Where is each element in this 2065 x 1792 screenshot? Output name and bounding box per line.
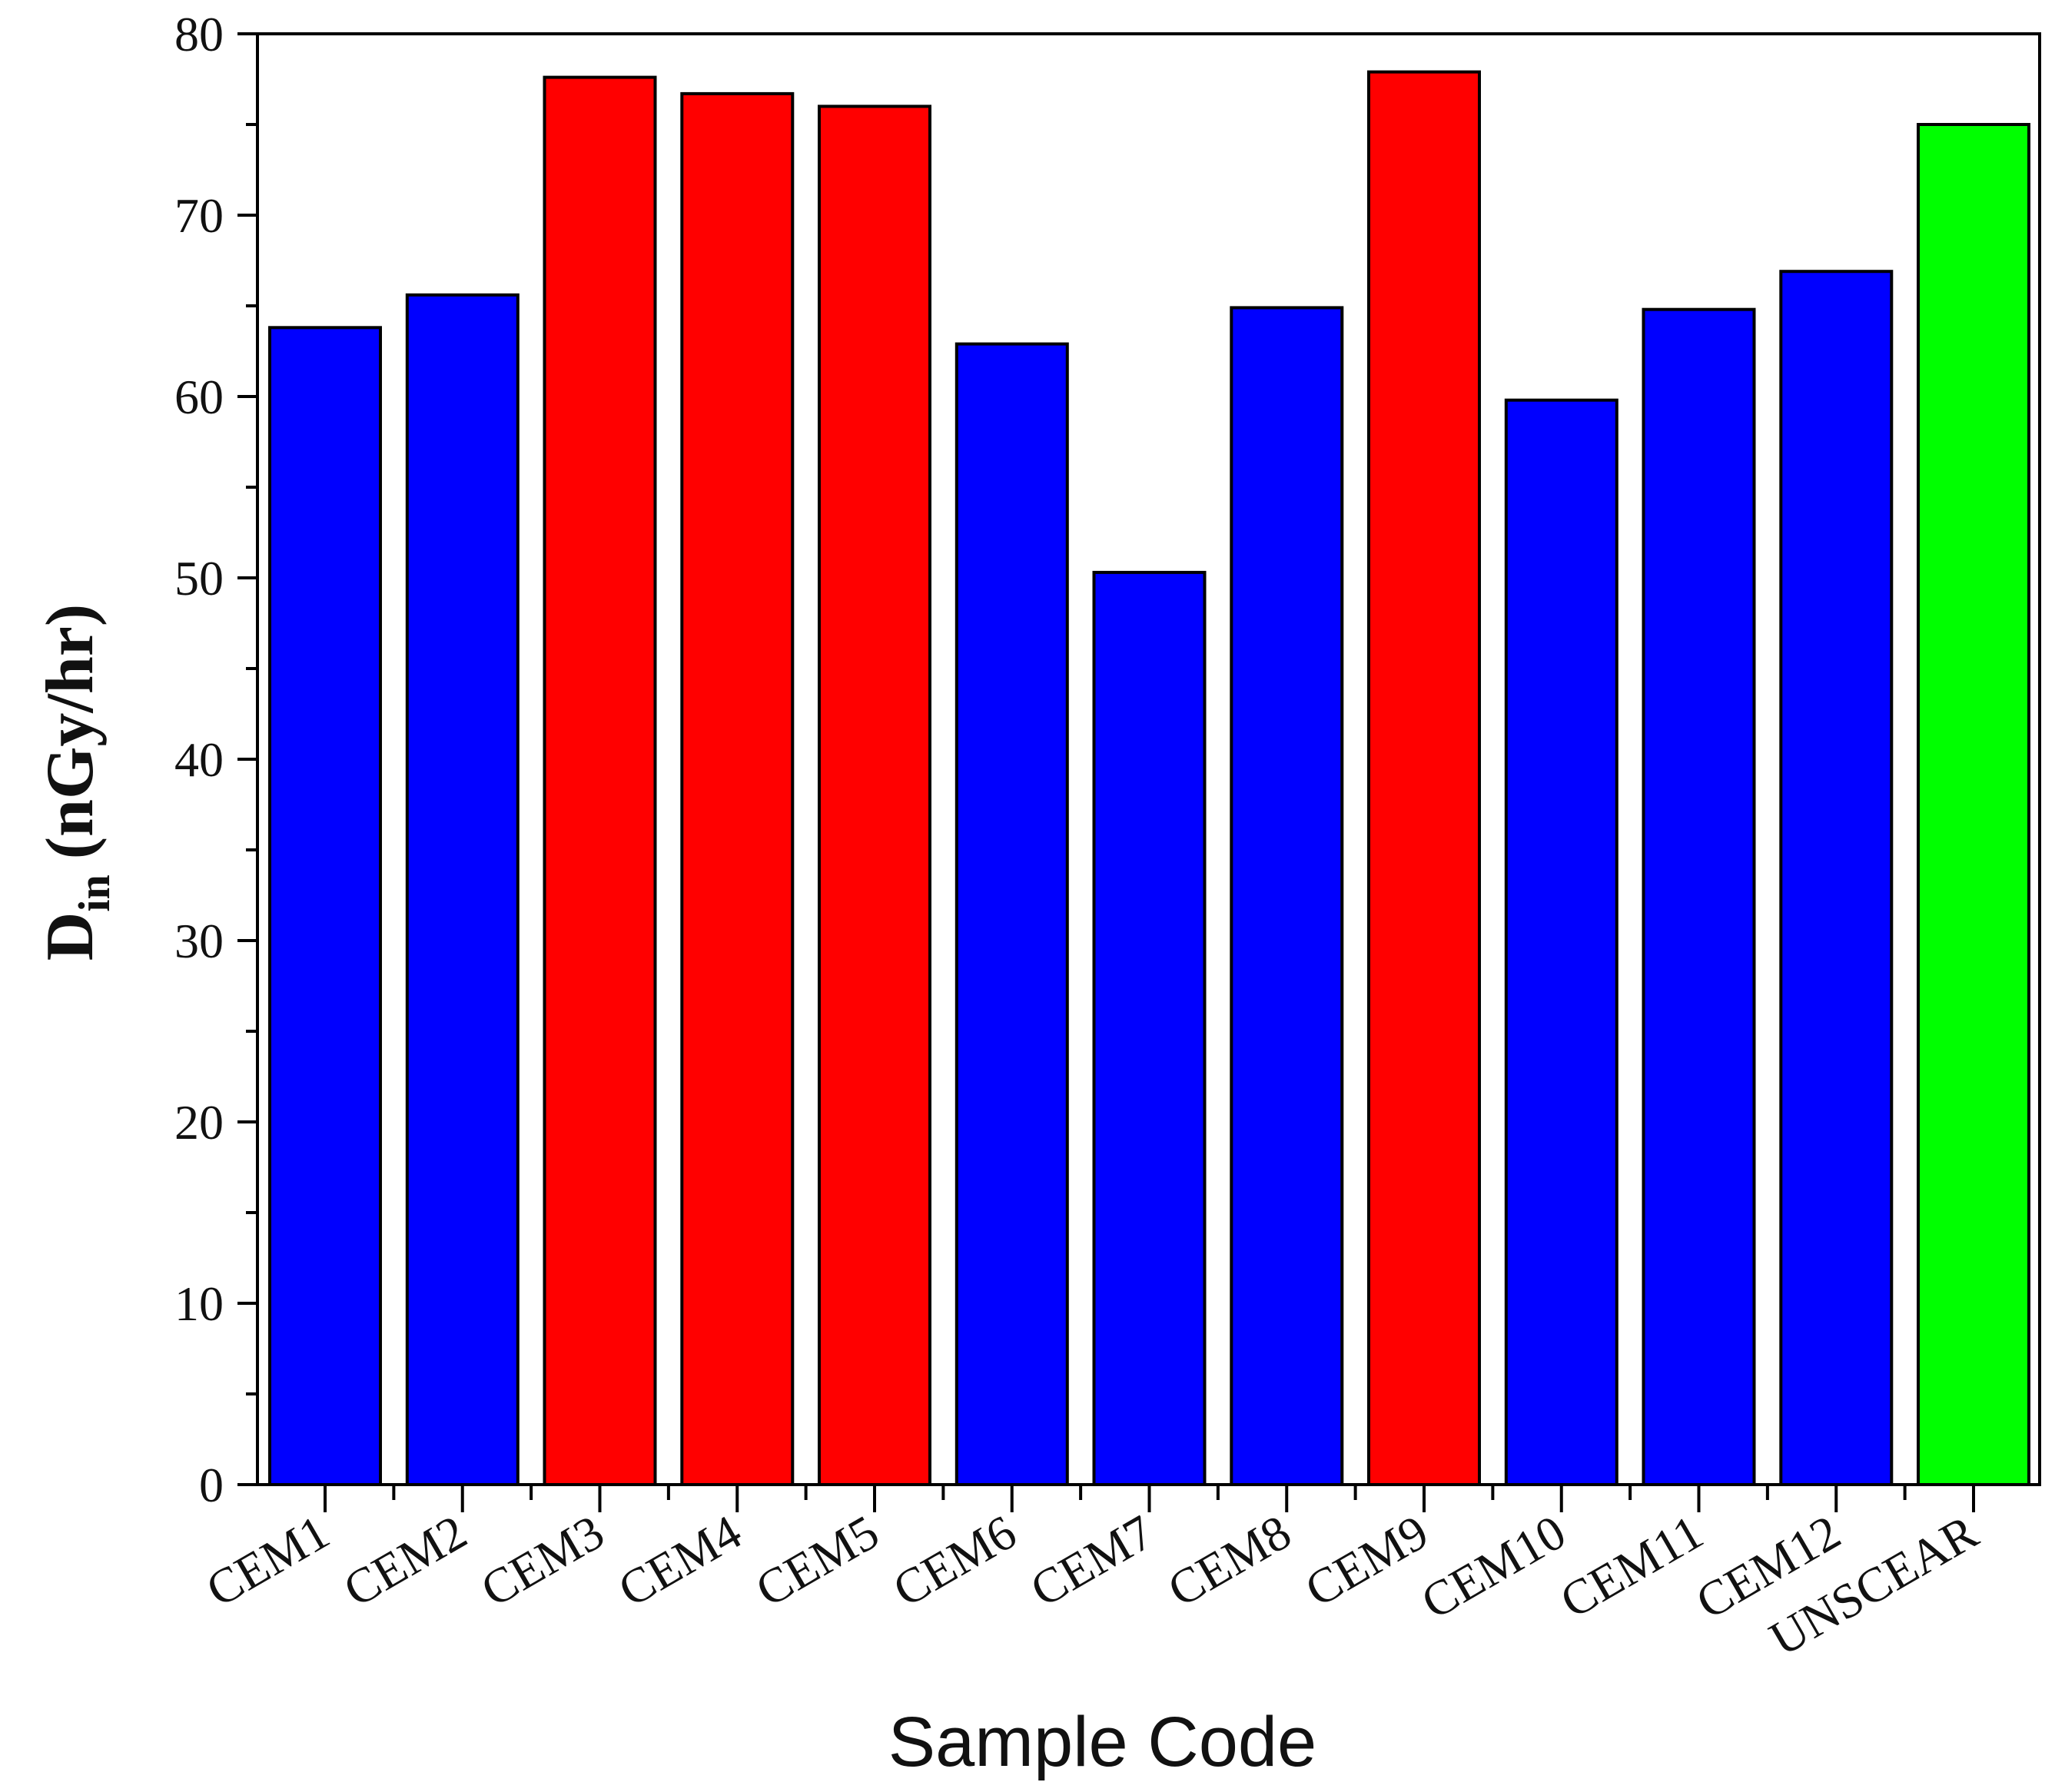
bar-cem4 — [680, 91, 795, 1486]
bar-cem3 — [543, 75, 657, 1487]
y-tick-label: 10 — [174, 1276, 224, 1331]
y-axis-title-unit: (nGy/hr) — [33, 604, 108, 859]
y-tick-label: 80 — [174, 7, 224, 61]
x-axis-title: Sample Code — [888, 1703, 1316, 1781]
y-tick-label: 20 — [174, 1095, 224, 1150]
y-axis-title: Din (nGy/hr) — [33, 604, 119, 961]
bar-cem5 — [818, 105, 931, 1486]
bar-cem1 — [268, 326, 382, 1486]
bar-cem7 — [1092, 570, 1207, 1486]
y-axis-title-subscript: in — [69, 874, 119, 911]
y-tick-label: 60 — [174, 370, 224, 424]
bar-unscear — [1917, 123, 2030, 1486]
bars-layer — [268, 70, 2030, 1487]
y-tick-label: 40 — [174, 732, 224, 787]
y-tick-label: 50 — [174, 551, 224, 606]
y-axis: 0 10 20 30 40 50 60 70 80 — [174, 7, 257, 1512]
bar-cem10 — [1504, 398, 1618, 1487]
bar-cem9 — [1367, 70, 1481, 1487]
y-tick-label: 30 — [174, 914, 224, 968]
y-axis-title-main: D — [33, 912, 108, 961]
y-tick-label: 70 — [174, 188, 224, 243]
bar-cem8 — [1230, 306, 1344, 1486]
y-tick-label: 0 — [199, 1458, 224, 1512]
bar-cem6 — [954, 342, 1069, 1487]
bar-cem11 — [1642, 307, 1756, 1487]
bar-cem2 — [405, 293, 520, 1486]
bar-cem12 — [1779, 270, 1894, 1487]
